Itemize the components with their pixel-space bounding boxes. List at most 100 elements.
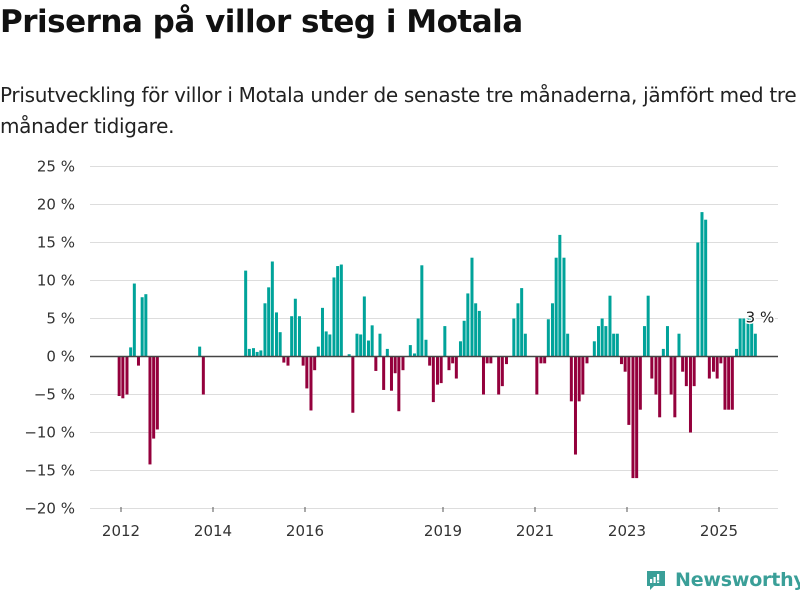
bar <box>635 356 639 479</box>
bar <box>347 354 351 357</box>
bar <box>309 356 313 411</box>
bar <box>654 356 658 395</box>
bar <box>140 297 144 357</box>
y-tick-label: −20 % <box>24 500 75 518</box>
bar <box>447 356 451 371</box>
y-tick-label: 20 % <box>37 196 75 214</box>
y-tick-label: −10 % <box>24 424 75 442</box>
bar <box>700 212 704 357</box>
y-tick-label: −5 % <box>34 386 75 404</box>
bar <box>290 316 294 357</box>
bar <box>497 356 501 395</box>
bar <box>516 303 520 357</box>
bar <box>711 356 715 372</box>
bar <box>316 346 320 357</box>
bar <box>558 234 562 357</box>
bar <box>592 341 596 357</box>
y-axis-tick-labels: 25 % 20 % 15 % 10 % 5 % 0 % −5 % −10 % −15 % −20 … <box>24 158 75 518</box>
bar <box>684 356 688 387</box>
bar <box>642 326 646 357</box>
annotation-label: 3 % <box>746 309 775 327</box>
bar <box>393 356 397 374</box>
bar <box>619 356 623 365</box>
bar <box>646 295 650 357</box>
bar <box>117 356 121 397</box>
bar <box>554 257 558 357</box>
bar <box>612 333 616 357</box>
bar <box>627 356 631 425</box>
brand-name: Newsworthy <box>675 569 800 591</box>
x-axis-ticks: 2012 2014 2016 2019 2021 2023 2025 <box>102 507 738 540</box>
bar <box>362 296 366 357</box>
bar <box>681 356 685 372</box>
bar <box>477 310 481 357</box>
bar <box>727 356 731 410</box>
bar <box>328 334 332 357</box>
y-tick-label: 10 % <box>37 272 75 290</box>
bar-chart: 25 % 20 % 15 % 10 % 5 % 0 % −5 % −10 % −15 % −20 … <box>24 158 778 540</box>
bar <box>297 316 301 357</box>
x-tick-label: 2021 <box>516 522 554 540</box>
bar <box>543 356 547 364</box>
bar <box>451 356 455 364</box>
bar <box>665 326 669 357</box>
bar <box>339 264 343 357</box>
bar <box>750 318 754 357</box>
bar <box>267 287 271 357</box>
bar <box>389 356 393 391</box>
bar <box>424 339 428 357</box>
bar <box>535 356 539 395</box>
bar <box>198 346 202 357</box>
bar <box>351 356 355 413</box>
bar <box>332 277 336 357</box>
newsworthy-logo: Newsworthy <box>645 569 800 591</box>
bar <box>719 356 723 364</box>
bar <box>615 333 619 357</box>
bar <box>596 326 600 357</box>
bar <box>581 356 585 395</box>
bar <box>746 318 750 357</box>
bar <box>573 356 577 455</box>
bar <box>539 356 543 364</box>
bar <box>692 356 696 387</box>
bar <box>336 266 340 357</box>
bar <box>378 333 382 357</box>
x-tick-label: 2023 <box>608 522 646 540</box>
bar <box>523 333 527 357</box>
bar <box>500 356 504 387</box>
bar <box>278 332 282 357</box>
bar <box>155 356 159 430</box>
bar <box>566 333 570 357</box>
y-tick-label: 5 % <box>46 310 75 328</box>
bar <box>324 331 328 357</box>
bar <box>286 356 290 366</box>
y-tick-label: 15 % <box>37 234 75 252</box>
x-tick-label: 2012 <box>102 522 140 540</box>
bar <box>688 356 692 433</box>
bar <box>474 303 478 357</box>
bar <box>359 334 363 357</box>
bar <box>550 303 554 357</box>
bar <box>458 341 462 357</box>
bar <box>504 356 508 365</box>
bar <box>742 318 746 357</box>
bar <box>305 356 309 389</box>
bar <box>313 356 317 371</box>
bar <box>470 257 474 357</box>
bar <box>282 356 286 363</box>
bar <box>623 356 627 372</box>
bar <box>677 333 681 357</box>
bar <box>255 351 259 357</box>
bar <box>125 356 129 395</box>
bar <box>439 356 443 384</box>
bar <box>301 356 305 366</box>
bar <box>585 356 589 364</box>
bar <box>355 333 359 357</box>
bar <box>385 348 389 357</box>
bar <box>715 356 719 379</box>
bar <box>631 356 635 479</box>
bar <box>374 356 378 371</box>
bar <box>577 356 581 402</box>
bar <box>608 295 612 357</box>
bar <box>148 356 152 465</box>
